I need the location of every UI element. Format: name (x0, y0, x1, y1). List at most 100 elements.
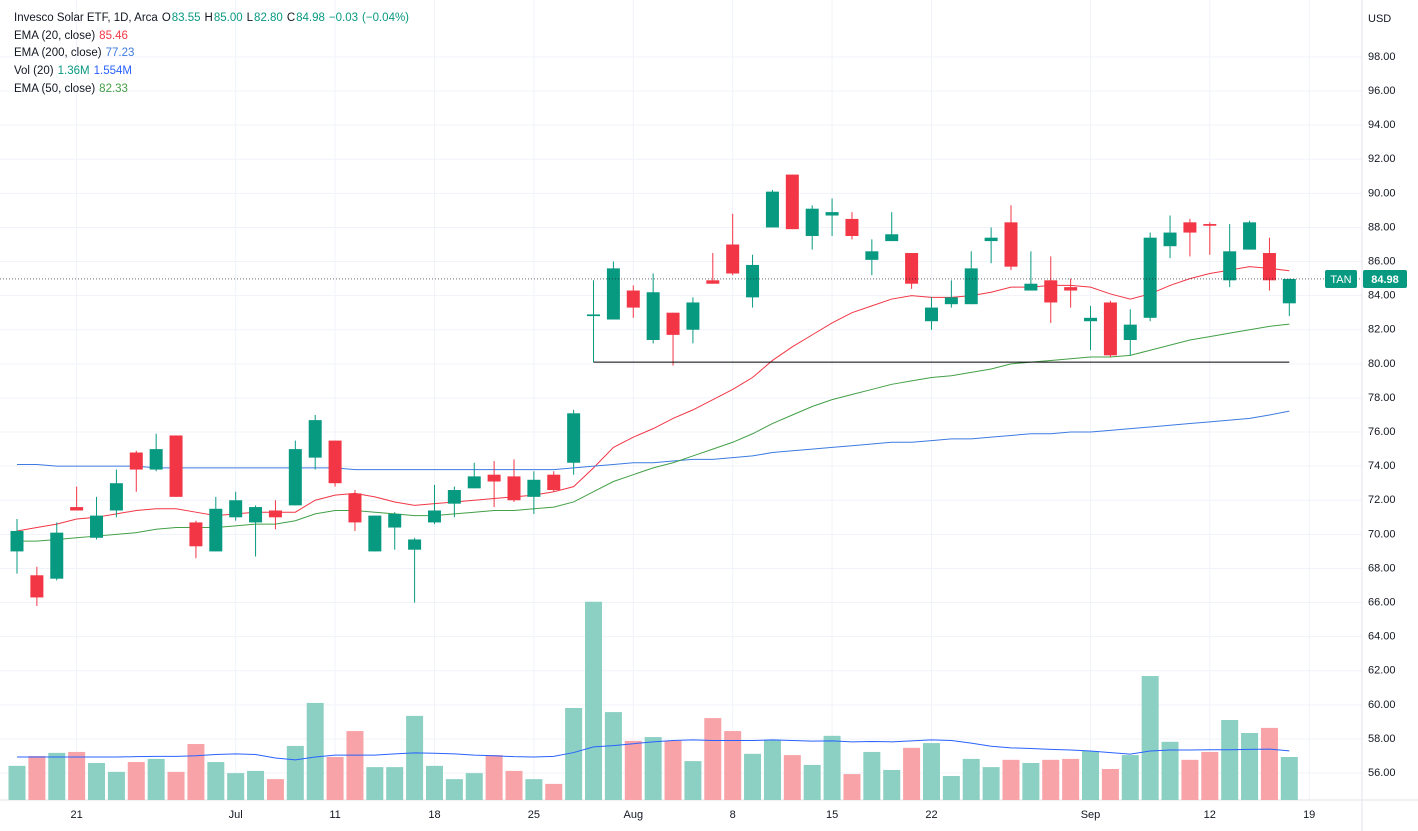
candle-body (1143, 237, 1157, 318)
candle-body (547, 474, 561, 491)
volume-bar (1042, 759, 1060, 800)
x-tick-label: Aug (623, 809, 643, 821)
indicator-name: EMA (200, close) (14, 47, 102, 60)
volume-ma-line (17, 739, 1290, 761)
volume-bar (406, 715, 424, 800)
candle-body (726, 244, 740, 274)
y-tick-label: 60.00 (1368, 699, 1396, 711)
ohlc-key: O (161, 12, 171, 24)
candle-body (1262, 253, 1276, 281)
y-tick-label: 96.00 (1368, 85, 1396, 97)
ohlc-key: C (286, 12, 296, 24)
volume-bar (88, 763, 106, 800)
volume-bar (1181, 759, 1199, 800)
price-box (1363, 269, 1407, 288)
y-tick-label: 56.00 (1368, 767, 1396, 779)
volume-bar (1161, 741, 1179, 800)
x-tick-label: Sep (1081, 809, 1101, 821)
candle-body (1203, 224, 1217, 226)
volume-bar (604, 712, 622, 800)
volume-bar (525, 779, 543, 800)
ema-line (17, 323, 1290, 542)
candle-body (1223, 251, 1237, 281)
candle-body (606, 268, 620, 320)
volume-bar (1221, 720, 1239, 800)
volume-bar (962, 758, 980, 800)
volume-bar (1062, 758, 1080, 800)
volume-bar (565, 707, 583, 800)
title: Invesco Solar ETF, 1D, Arca (14, 12, 158, 24)
candle-body (905, 253, 919, 284)
candle-body (845, 218, 859, 236)
volume-bar (1280, 756, 1298, 800)
y-tick-label: 66.00 (1368, 596, 1396, 608)
volume-bar (286, 745, 304, 800)
volume-bar (147, 758, 165, 800)
candle-body (865, 251, 879, 260)
candle-body (1123, 324, 1137, 340)
candle-body (90, 515, 104, 538)
candle-body (129, 452, 143, 470)
y-tick-label: 90.00 (1368, 187, 1396, 199)
indicator-value: 1.36M (57, 65, 90, 78)
candle-body (1084, 317, 1098, 322)
volume-bar (704, 718, 722, 800)
x-tick-label: 19 (1303, 809, 1315, 821)
volume-bar (266, 779, 284, 800)
volume-bar (545, 783, 563, 800)
x-tick-label: 18 (428, 809, 440, 821)
candle-body (109, 483, 123, 511)
volume-bar (1201, 751, 1219, 800)
volume-bar (68, 751, 86, 800)
volume-bar (783, 755, 801, 800)
y-tick-label: 98.00 (1368, 51, 1396, 63)
y-tick-label: 78.00 (1368, 392, 1396, 404)
y-tick-label: 62.00 (1368, 665, 1396, 677)
candle-body (1064, 287, 1078, 291)
volume-bar (1022, 763, 1040, 800)
volume-bar (425, 765, 443, 800)
y-tick-label: 74.00 (1368, 460, 1396, 472)
y-tick-label: 86.00 (1368, 255, 1396, 267)
volume-bar (247, 770, 265, 800)
candle-body (209, 508, 223, 552)
candle-body (368, 515, 382, 552)
candle-body (348, 493, 362, 523)
x-tick-label: 21 (71, 809, 83, 821)
volume-bar (28, 756, 46, 800)
candle-body (149, 449, 163, 470)
candle-body (288, 449, 302, 506)
legend: Invesco Solar ETF, 1D, Arca O83.55 H85.00 L… (14, 10, 410, 99)
y-tick-label: 84.00 (1368, 290, 1396, 302)
candle-body (507, 476, 521, 501)
candle-body (944, 297, 958, 305)
y-tick-label: 94.00 (1368, 119, 1396, 131)
candle-body (825, 212, 839, 216)
symbol-label: TAN (1330, 274, 1351, 286)
candle-body (1282, 278, 1296, 304)
volume-bar (1002, 759, 1020, 800)
volume-bar (326, 756, 344, 800)
volume-bar (744, 753, 762, 800)
candle-body (50, 532, 64, 579)
volume-bar (127, 762, 145, 800)
candle-body (10, 530, 24, 552)
volume-bar (187, 744, 205, 800)
candle-body (447, 490, 461, 504)
candle-body (964, 268, 978, 305)
indicator-value: 82.33 (99, 82, 128, 95)
volume-bar (982, 767, 1000, 800)
indicator-name: Vol (20) (14, 65, 54, 78)
candle-body (1163, 232, 1177, 247)
x-tick-label: 12 (1204, 809, 1216, 821)
y-tick-label: 82.00 (1368, 324, 1396, 336)
candle-body (885, 234, 899, 242)
volume-bar (823, 735, 841, 800)
ema-line (16, 266, 1290, 532)
candle-body (746, 264, 760, 298)
price-label: 84.98 (1371, 274, 1399, 286)
volume-bar (942, 775, 960, 800)
currency: USD (1368, 13, 1391, 25)
candle-body (467, 476, 481, 489)
